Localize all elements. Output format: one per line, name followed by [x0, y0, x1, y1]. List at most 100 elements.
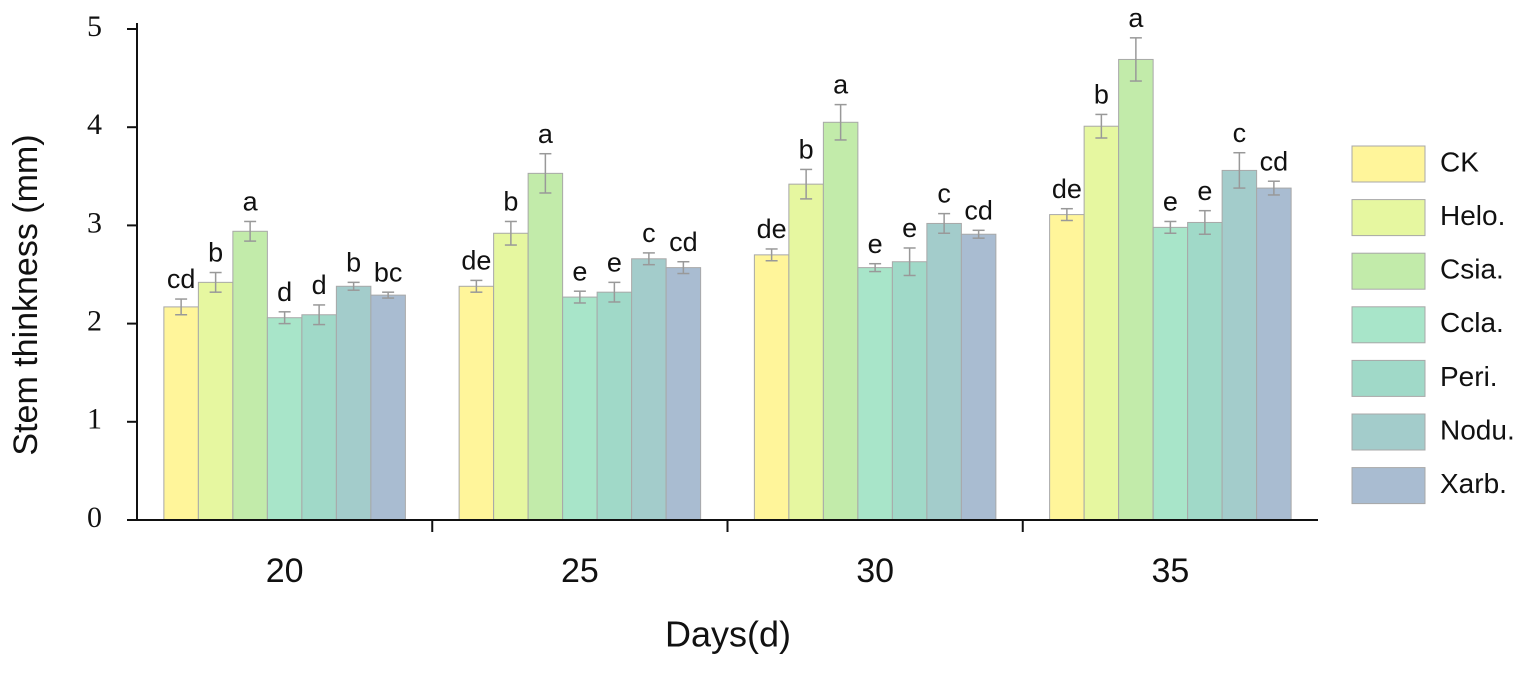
error-bar [1233, 151, 1246, 189]
significance-letter: a [243, 187, 259, 217]
significance-letter: bc [374, 257, 403, 287]
significance-letter: b [503, 187, 518, 217]
significance-letter: cd [1260, 146, 1289, 176]
error-bar [1267, 180, 1280, 196]
significance-letter: cd [167, 264, 196, 294]
bar [960, 233, 997, 521]
legend-swatch [1351, 306, 1426, 344]
significance-letter: e [902, 213, 917, 243]
error-bar [1095, 113, 1108, 139]
significance-letter: c [1233, 118, 1247, 148]
legend-swatch [1351, 199, 1426, 237]
legend-label: CK [1440, 146, 1479, 177]
error-bar [539, 152, 552, 194]
error-bar [608, 281, 621, 303]
bar [1083, 125, 1120, 521]
error-bar [504, 220, 517, 246]
bar [822, 121, 859, 521]
error-bar [972, 229, 985, 239]
x-tick-label: 30 [856, 552, 894, 590]
legend-swatch [1351, 467, 1426, 505]
error-bar [677, 260, 690, 275]
legend-label: Helo. [1440, 200, 1505, 231]
y-tick-label: 2 [87, 304, 102, 337]
bar [1152, 226, 1189, 521]
error-bar [869, 262, 882, 273]
bar [665, 267, 702, 521]
legend-label: Peri. [1440, 361, 1498, 392]
error-bar [209, 271, 222, 293]
bar [753, 254, 790, 521]
error-bar [175, 298, 188, 316]
bar [493, 232, 529, 521]
error-bar [278, 311, 291, 325]
error-bar [1129, 37, 1142, 82]
x-tick-label: 20 [266, 552, 304, 590]
significance-letter: e [572, 256, 587, 286]
x-tick-label: 35 [1151, 552, 1189, 590]
error-bar [834, 103, 847, 141]
y-axis-label: Stem thinkness (mm) [7, 134, 45, 455]
x-axis-label: Days(d) [665, 614, 791, 655]
y-tick-label: 1 [87, 403, 102, 436]
error-bar [765, 248, 778, 262]
error-bar [1164, 220, 1177, 235]
significance-letter: e [607, 247, 622, 277]
error-bar [347, 281, 360, 291]
error-bar [903, 247, 916, 277]
significance-letter: e [868, 229, 883, 259]
significance-letter: a [833, 70, 849, 100]
bar [926, 222, 962, 521]
significance-letter: d [277, 277, 292, 307]
legend-label: Xarb. [1440, 468, 1507, 499]
significance-letter: cd [964, 195, 993, 225]
error-bar [1198, 209, 1211, 235]
legend-label: Csia. [1440, 254, 1504, 285]
significance-letter: a [1128, 3, 1144, 33]
significance-letter: e [1163, 187, 1178, 217]
significance-letter: de [1052, 174, 1082, 204]
bar [232, 230, 268, 521]
bar [458, 285, 495, 521]
bar [1187, 221, 1223, 521]
bar [301, 314, 337, 521]
y-tick-label: 3 [87, 206, 102, 239]
legend-label: Ccla. [1440, 307, 1504, 338]
significance-letter: e [1197, 176, 1212, 206]
legend-swatch [1351, 145, 1426, 183]
bar [527, 172, 564, 521]
bar [562, 296, 598, 521]
bar [266, 317, 303, 521]
error-bar [642, 252, 655, 266]
bar [1221, 169, 1258, 521]
error-bar [1060, 207, 1073, 222]
bar [788, 183, 824, 521]
x-tick-label: 25 [561, 552, 599, 590]
significance-letter: d [312, 270, 327, 300]
bar [370, 294, 406, 521]
significance-letter: c [937, 179, 951, 209]
error-bar [244, 220, 257, 242]
y-tick-label: 5 [87, 10, 102, 43]
bar [1256, 187, 1292, 521]
error-bar [313, 304, 326, 326]
legend-label: Nodu. [1440, 414, 1515, 445]
legend-swatch [1351, 413, 1426, 451]
legend-swatch [1351, 359, 1426, 397]
significance-letter: b [799, 135, 814, 165]
bar [335, 285, 372, 521]
significance-letter: b [346, 247, 361, 277]
error-bar [382, 291, 395, 299]
error-bar [938, 212, 951, 235]
bar [596, 291, 633, 521]
bar [197, 281, 234, 521]
significance-letter: cd [669, 227, 698, 257]
significance-letter: de [461, 246, 491, 276]
bar [163, 306, 199, 521]
error-bar [470, 279, 483, 293]
error-bar [573, 290, 586, 304]
bar [857, 267, 893, 521]
significance-letter: b [208, 238, 223, 268]
bar [891, 261, 928, 521]
